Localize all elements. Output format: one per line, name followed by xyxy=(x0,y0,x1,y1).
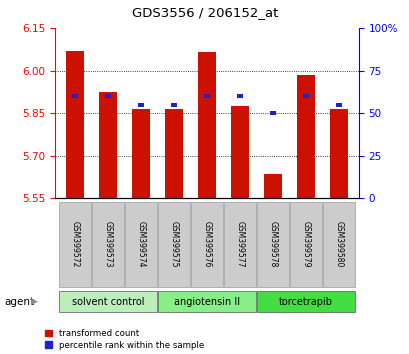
Bar xyxy=(171,103,177,107)
Bar xyxy=(92,202,124,287)
Bar xyxy=(191,202,222,287)
Text: solvent control: solvent control xyxy=(72,297,144,307)
Bar xyxy=(125,202,157,287)
Bar xyxy=(132,109,150,198)
Bar xyxy=(72,95,78,98)
Text: GSM399576: GSM399576 xyxy=(202,221,211,268)
Bar xyxy=(158,202,189,287)
Bar xyxy=(164,109,183,198)
Text: GSM399572: GSM399572 xyxy=(70,221,79,268)
Text: GSM399578: GSM399578 xyxy=(268,221,277,268)
Bar xyxy=(158,291,255,312)
Bar xyxy=(329,109,347,198)
Bar xyxy=(263,174,281,198)
Bar xyxy=(256,291,354,312)
Bar xyxy=(230,106,249,198)
Bar xyxy=(105,95,111,98)
Bar xyxy=(198,52,216,198)
Text: torcetrapib: torcetrapib xyxy=(278,297,332,307)
Text: agent: agent xyxy=(4,297,34,307)
Bar xyxy=(59,202,91,287)
Text: GSM399580: GSM399580 xyxy=(334,221,343,268)
Bar xyxy=(270,112,275,115)
Text: ▶: ▶ xyxy=(31,297,38,306)
Text: GSM399579: GSM399579 xyxy=(301,221,310,268)
Bar xyxy=(224,202,255,287)
Bar xyxy=(204,95,209,98)
Bar xyxy=(99,92,117,198)
Bar xyxy=(302,95,308,98)
Text: GDS3556 / 206152_at: GDS3556 / 206152_at xyxy=(131,6,278,19)
Text: GSM399575: GSM399575 xyxy=(169,221,178,268)
Bar xyxy=(296,75,314,198)
Bar xyxy=(138,103,144,107)
Text: GSM399574: GSM399574 xyxy=(136,221,145,268)
Bar xyxy=(66,51,84,198)
Bar xyxy=(256,202,288,287)
Bar xyxy=(236,95,243,98)
Legend: transformed count, percentile rank within the sample: transformed count, percentile rank withi… xyxy=(45,329,204,350)
Bar xyxy=(290,202,321,287)
Text: GSM399573: GSM399573 xyxy=(103,221,112,268)
Text: GSM399577: GSM399577 xyxy=(235,221,244,268)
Bar xyxy=(322,202,354,287)
Bar xyxy=(59,291,157,312)
Bar xyxy=(335,103,341,107)
Text: angiotensin II: angiotensin II xyxy=(173,297,240,307)
